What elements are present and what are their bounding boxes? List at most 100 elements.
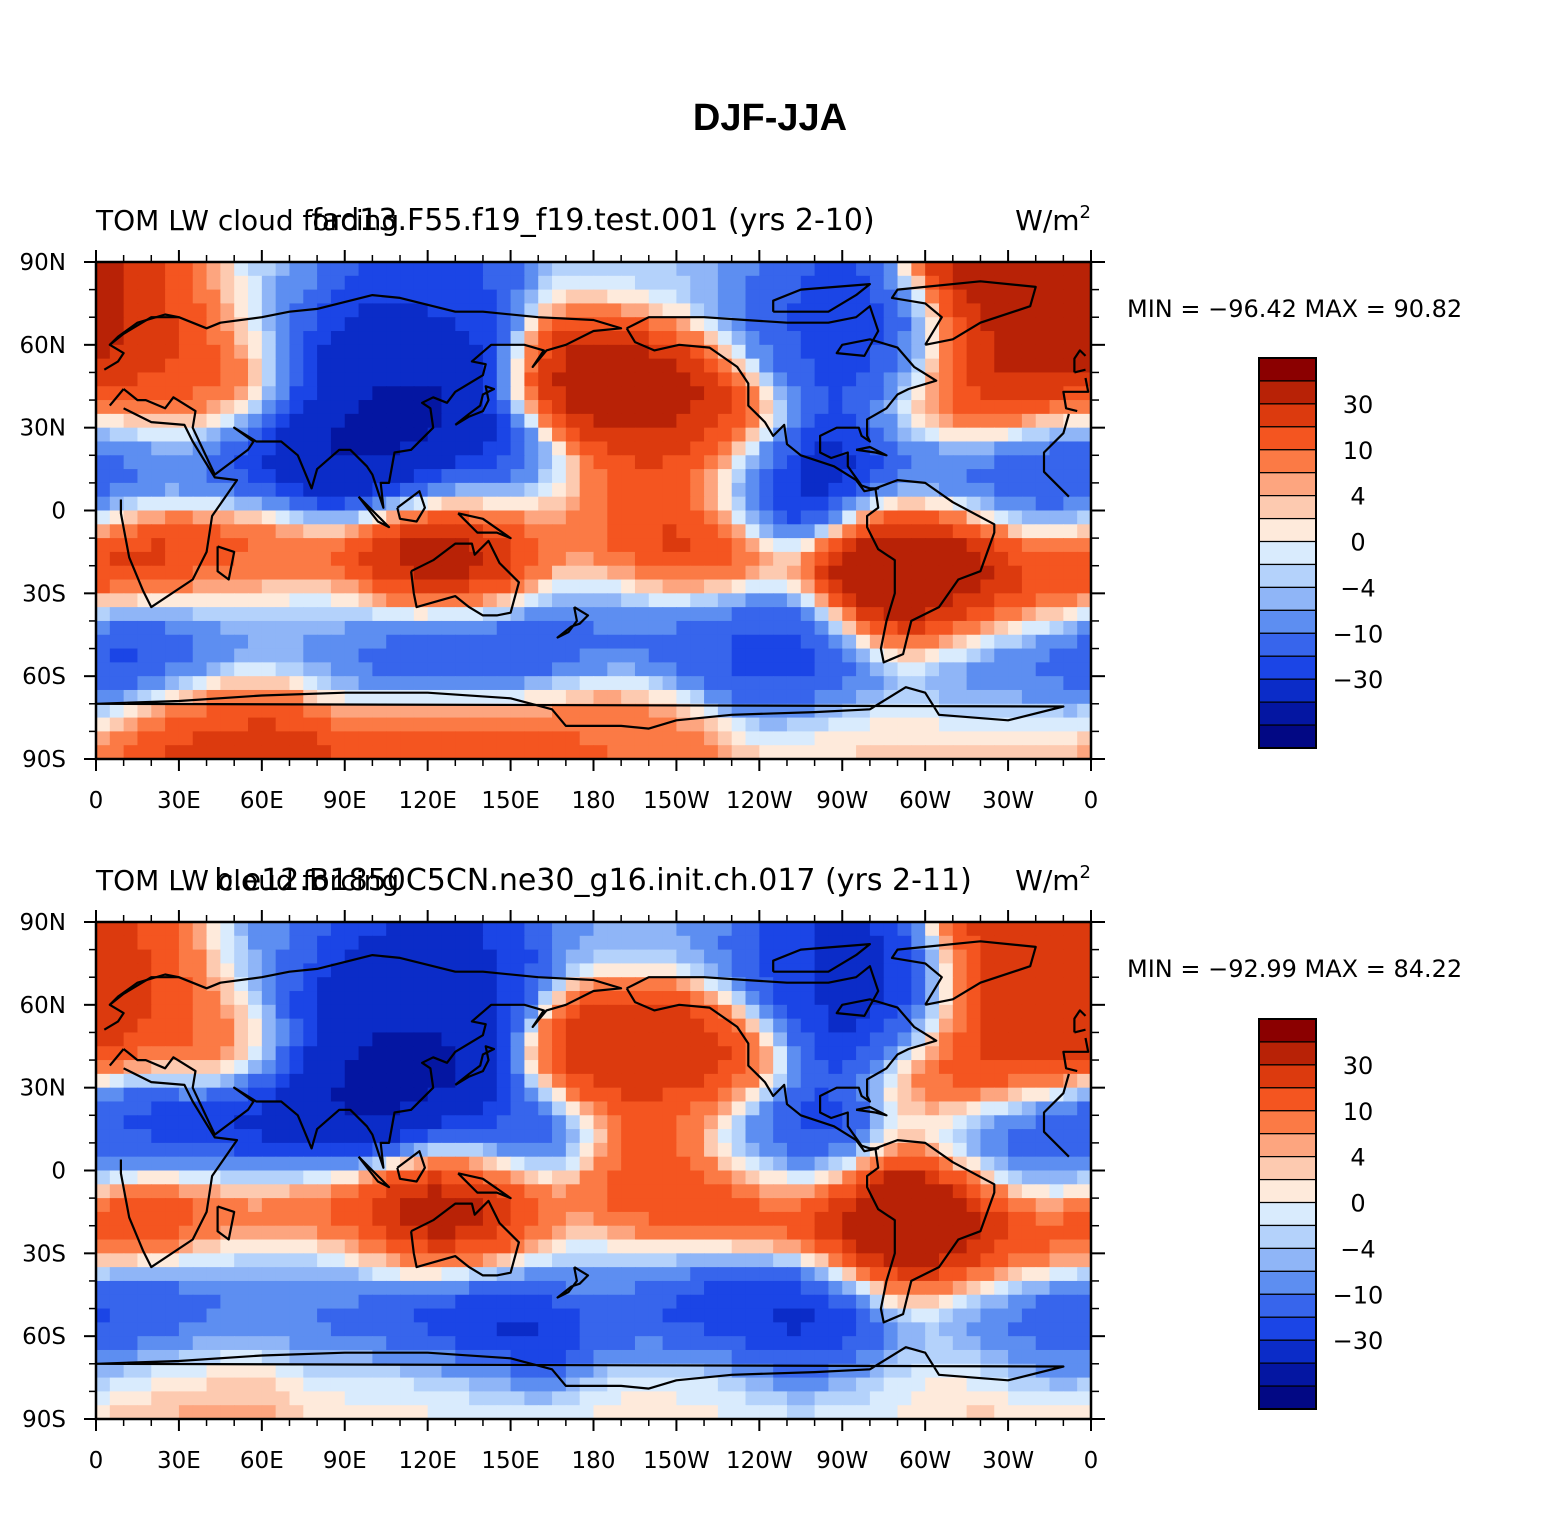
field-cell (1049, 949, 1064, 965)
field-cell (96, 262, 111, 277)
field-cell (676, 510, 691, 525)
field-cell (496, 275, 512, 291)
field-cell (441, 441, 456, 456)
field-cell (248, 275, 263, 291)
field-cell (123, 745, 139, 759)
field-cell (717, 717, 733, 732)
field-cell (1021, 482, 1037, 498)
field-cell (275, 689, 291, 705)
field-cell (648, 482, 664, 498)
field-cell (745, 1101, 760, 1116)
field-cell (413, 441, 429, 456)
field-cell (317, 524, 332, 539)
field-cell (538, 455, 553, 470)
field-cell (842, 731, 857, 746)
field-cell (690, 1046, 705, 1061)
field-cell (496, 1308, 512, 1323)
field-cell (413, 1198, 429, 1213)
field-cell (1008, 1156, 1023, 1172)
field-cell (358, 469, 373, 484)
field-cell (165, 593, 180, 608)
field-cell (800, 579, 816, 594)
field-cell (275, 482, 291, 498)
field-cell (234, 538, 249, 553)
field-cell (510, 538, 526, 553)
field-cell (482, 1253, 498, 1268)
field-cell (759, 593, 774, 608)
field-cell (330, 1087, 346, 1103)
field-cell (662, 1336, 678, 1351)
field-cell (317, 1294, 332, 1310)
field-cell (607, 372, 622, 387)
field-cell (137, 441, 152, 456)
field-cell (897, 524, 912, 539)
field-cell (261, 413, 277, 429)
field-cell (372, 303, 387, 318)
field-cell (1008, 441, 1023, 456)
field-cell (842, 977, 857, 992)
field-cell (938, 1184, 954, 1199)
field-cell (441, 579, 456, 594)
field-cell (372, 731, 387, 746)
field-cell (773, 1322, 788, 1337)
field-cell (261, 455, 277, 470)
field-cell (952, 1073, 968, 1089)
field-cell (510, 262, 526, 277)
field-cell (234, 413, 249, 429)
field-cell (109, 717, 125, 732)
field-cell (1021, 689, 1037, 705)
field-cell (524, 524, 539, 539)
x-tick-label: 0 (1084, 788, 1099, 814)
field-cell (344, 731, 360, 746)
field-cell (897, 922, 912, 937)
field-cell (1077, 1087, 1091, 1103)
field-cell (1063, 620, 1078, 636)
x-tick-label: 90W (816, 788, 868, 814)
field-cell (897, 1308, 912, 1323)
field-cell (109, 579, 125, 594)
field-cell (289, 676, 304, 691)
field-cell (731, 551, 747, 567)
field-cell (897, 482, 912, 498)
field-cell (593, 331, 608, 346)
field-cell (759, 262, 774, 277)
field-cell (220, 1129, 235, 1144)
field-cell (330, 469, 346, 484)
field-cell (469, 689, 484, 705)
field-cell (938, 1032, 954, 1047)
coastline (865, 479, 996, 664)
field-cell (151, 1308, 166, 1323)
field-cell (814, 262, 830, 277)
field-cell (552, 1322, 567, 1337)
field-cell (593, 1170, 608, 1185)
field-cell (538, 1073, 553, 1089)
field-cell (814, 579, 830, 594)
field-cell (372, 634, 387, 650)
field-cell (220, 607, 235, 622)
field-cell (1035, 524, 1051, 539)
field-cell (717, 1294, 733, 1310)
field-cell (648, 496, 664, 512)
field-cell (400, 262, 415, 277)
field-cell (206, 275, 221, 291)
field-cell (621, 607, 636, 622)
field-cell (317, 935, 332, 951)
field-cell (786, 386, 802, 401)
field-cell (192, 1225, 208, 1241)
field-cell (759, 963, 774, 978)
field-cell (344, 1294, 360, 1310)
field-cell (192, 289, 208, 305)
field-cell (524, 1267, 539, 1282)
field-cell (565, 372, 581, 387)
field-cell (883, 303, 899, 318)
field-cell (745, 275, 760, 291)
field-cell (579, 303, 595, 318)
field-cell (952, 1294, 968, 1310)
field-cell (413, 1032, 429, 1047)
field-cell (704, 1198, 719, 1213)
field-cell (275, 344, 291, 360)
field-cell (662, 1253, 678, 1268)
field-cell (800, 358, 816, 374)
field-cell (178, 565, 194, 581)
field-cell (1008, 289, 1023, 305)
